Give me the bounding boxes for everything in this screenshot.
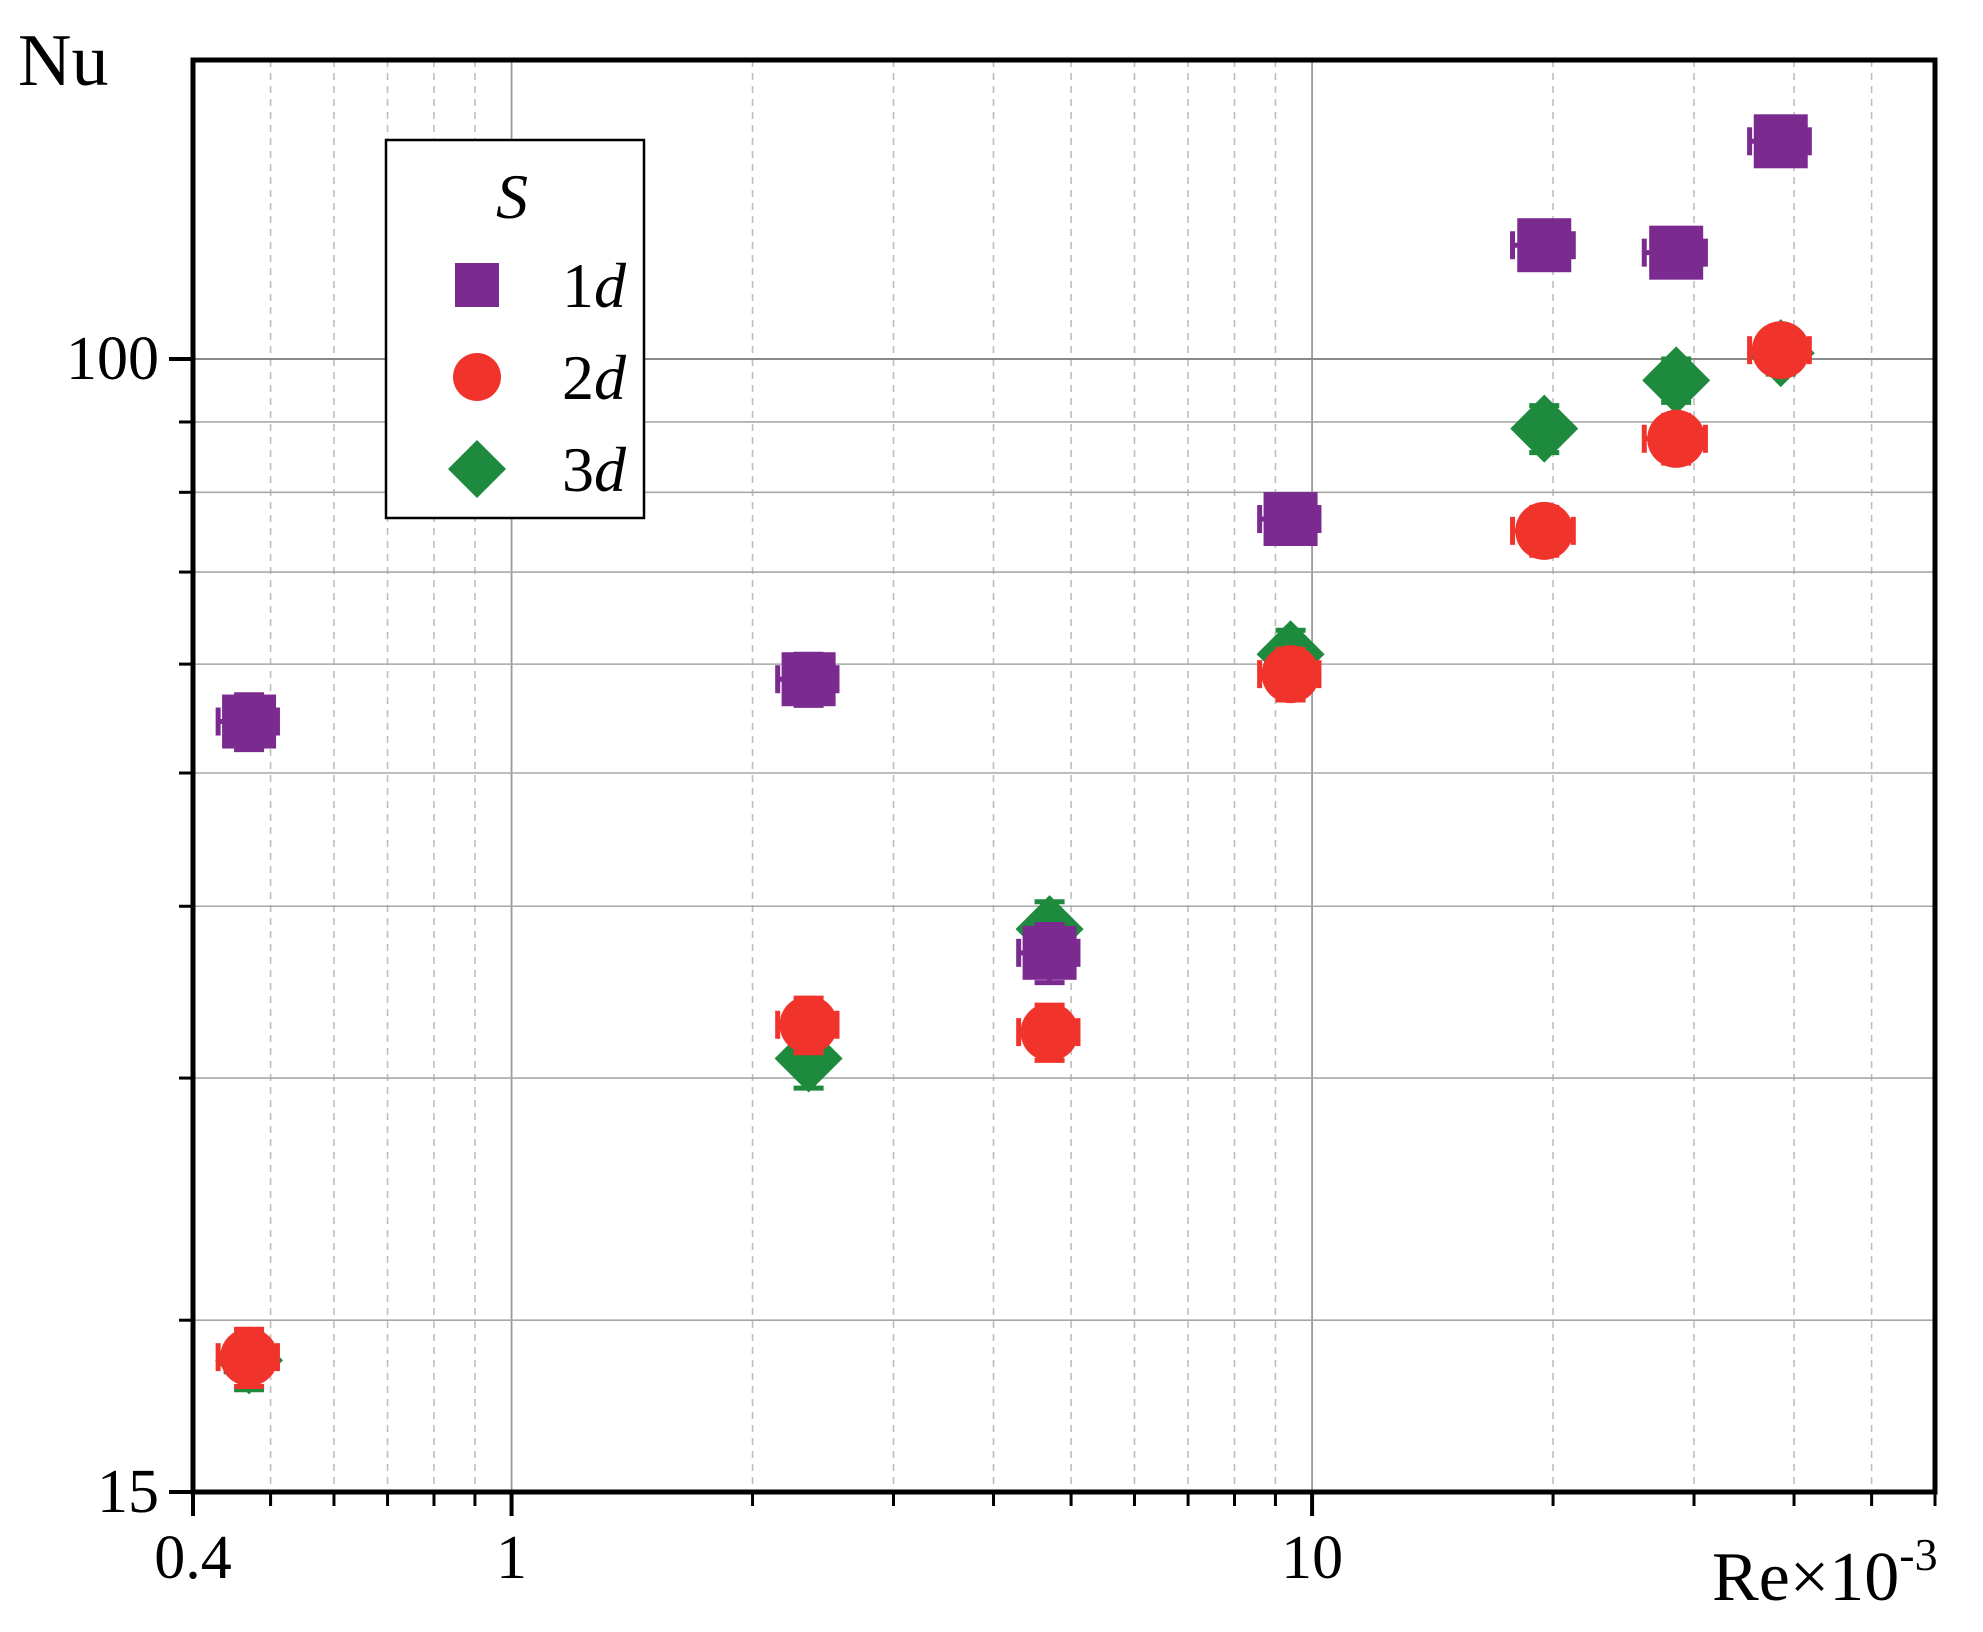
data-point-1d <box>215 692 280 753</box>
series-1d <box>215 114 1812 986</box>
data-point-3d <box>1510 394 1579 463</box>
data-point-2d <box>215 1326 280 1389</box>
data-point-2d <box>775 995 840 1056</box>
data-point-2d <box>1016 1002 1081 1063</box>
y-tick-label: 15 <box>97 1458 159 1526</box>
legend-entry: 2d <box>453 342 627 413</box>
marker-2d <box>779 995 838 1054</box>
data-point-1d <box>1747 114 1812 169</box>
legend-title: S <box>496 161 528 232</box>
x-axis-title-exponent: -3 <box>1899 1529 1937 1580</box>
legend-label-unit: d <box>594 342 627 413</box>
marker-3d <box>1510 394 1579 463</box>
x-axis-title: Re×10-3 <box>1712 1529 1938 1616</box>
marker-2d <box>220 1328 279 1387</box>
marker-1d <box>1263 492 1318 547</box>
x-tick-label: 10 <box>1281 1524 1343 1592</box>
data-point-1d <box>1016 921 1081 986</box>
data-point-1d <box>1510 218 1576 273</box>
marker-1d <box>1517 218 1572 273</box>
x-tick-label: 0.4 <box>154 1524 232 1592</box>
legend-marker <box>455 263 499 307</box>
data-point-2d <box>1257 645 1322 704</box>
legend-label-number: 1 <box>562 250 594 321</box>
y-axis-title: Nu <box>18 20 108 102</box>
legend-label: 1d <box>562 250 627 321</box>
axis-tick-labels: 0.4 1 10 15 100 <box>66 325 1343 1592</box>
marker-2d <box>1020 1003 1079 1062</box>
data-series <box>215 114 1815 1395</box>
legend-label: 2d <box>562 342 627 413</box>
marker-2d <box>1647 409 1706 468</box>
marker-2d <box>1751 321 1810 380</box>
data-point-3d <box>1642 346 1711 415</box>
data-point-2d <box>1747 321 1812 380</box>
legend-label-number: 2 <box>562 342 594 413</box>
legend-entry: 3d <box>448 434 627 505</box>
grid <box>193 60 1936 1492</box>
legend-label-unit: d <box>594 250 627 321</box>
legend-box <box>384 138 646 520</box>
x-tick-label: 1 <box>496 1524 527 1592</box>
series-2d <box>215 321 1812 1389</box>
marker-3d <box>1642 346 1711 415</box>
marker-1d <box>1649 225 1704 280</box>
marker-2d <box>1515 501 1574 560</box>
legend-entry: 1d <box>455 250 627 321</box>
plot-frame <box>190 57 1938 1495</box>
axis-ticks <box>169 357 1937 1516</box>
data-point-1d <box>775 651 840 708</box>
marker-2d <box>1261 645 1320 704</box>
legend-marker <box>448 440 506 498</box>
marker-1d <box>781 652 836 707</box>
legend-label: 3d <box>562 434 627 505</box>
data-point-1d <box>1257 492 1322 547</box>
legend-label-number: 3 <box>562 434 594 505</box>
legend-label-unit: d <box>594 434 627 505</box>
marker-1d <box>1022 925 1077 980</box>
data-point-2d <box>1510 501 1576 560</box>
legend-marker <box>453 353 501 401</box>
data-point-1d <box>1641 225 1708 280</box>
data-point-2d <box>1641 409 1708 468</box>
y-tick-label: 100 <box>66 325 159 393</box>
marker-1d <box>222 694 277 749</box>
x-axis-title-base: Re×10 <box>1712 1539 1899 1616</box>
marker-1d <box>1753 114 1808 169</box>
